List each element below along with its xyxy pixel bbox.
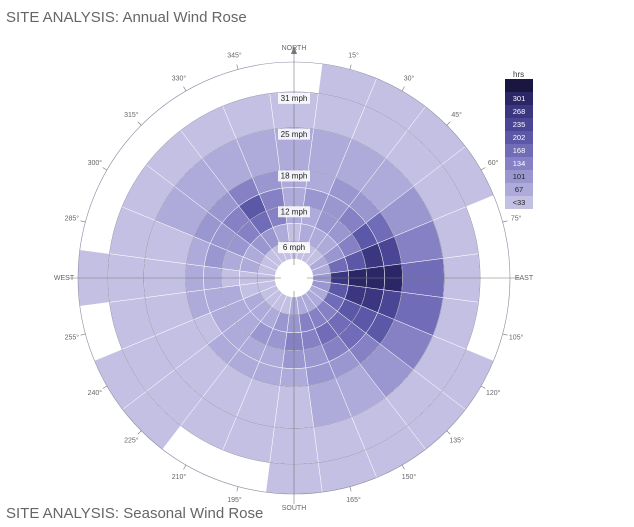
cardinal-label-south: SOUTH: [282, 505, 307, 512]
degree-label: 105°: [509, 333, 524, 341]
degree-label: 195°: [227, 496, 242, 504]
direction-tick: [137, 430, 142, 435]
direction-tick: [502, 220, 508, 223]
speed-label-bg: [278, 128, 310, 140]
degree-label: 345°: [227, 52, 242, 60]
legend: 301 268 235 202 168 134 101 67 <33: [505, 79, 533, 209]
degree-label: 285°: [65, 214, 80, 222]
direction-tick: [236, 64, 239, 70]
direction-tick: [401, 86, 405, 92]
direction-tick: [446, 121, 451, 126]
direction-tick: [349, 486, 352, 492]
legend-swatch: [505, 79, 533, 92]
speed-label-bg: [278, 206, 310, 218]
direction-tick: [102, 385, 108, 389]
degree-label: 15°: [348, 52, 359, 60]
direction-tick: [183, 464, 187, 470]
legend-swatch: 134: [505, 157, 533, 170]
direction-tick: [80, 220, 86, 223]
degree-label: 135°: [449, 436, 464, 444]
direction-tick: [183, 86, 187, 92]
speed-ring-label: 18 mph: [281, 172, 308, 181]
seasonal-section-title: SITE ANALYSIS: Seasonal Wind Rose: [6, 505, 264, 522]
degree-label: 240°: [88, 389, 103, 397]
legend-swatch: 67: [505, 183, 533, 196]
legend-swatch: <33: [505, 196, 533, 209]
speed-label-bg: [278, 92, 310, 104]
degree-label: 255°: [65, 333, 80, 341]
degree-label: 120°: [486, 389, 501, 397]
north-arrow-icon: [291, 46, 297, 54]
degree-label: 75°: [511, 214, 522, 222]
direction-tick: [502, 333, 508, 336]
cardinal-label-east: EAST: [515, 275, 534, 282]
speed-ring-label: 25 mph: [281, 130, 308, 139]
legend-swatch: 101: [505, 170, 533, 183]
legend-swatch: 202: [505, 131, 533, 144]
degree-label: 30°: [404, 75, 415, 83]
degree-label: 300°: [88, 159, 103, 167]
speed-ring-label: 12 mph: [281, 207, 308, 216]
direction-tick: [480, 167, 486, 171]
legend-swatch: 168: [505, 144, 533, 157]
legend-swatch: 268: [505, 105, 533, 118]
center-hole: [281, 265, 307, 291]
wind-rose-grid: [68, 46, 520, 504]
degree-label: 165°: [346, 496, 361, 504]
direction-tick: [102, 167, 108, 171]
direction-tick: [349, 64, 352, 70]
direction-tick: [446, 430, 451, 435]
direction-tick: [401, 464, 405, 470]
wind-rose-labels: 15° 30° 45° 60° 75° 105° 120° 135° 150° 165° 195° 2…: [54, 45, 534, 512]
degree-label: 60°: [488, 159, 499, 167]
legend-title: hrs: [513, 70, 525, 79]
degree-label: 315°: [124, 111, 139, 119]
speed-label-bg: [278, 170, 310, 182]
legend-swatch: 235: [505, 118, 533, 131]
speed-label-bg: [278, 242, 310, 254]
direction-tick: [236, 486, 239, 492]
degree-label: 330°: [172, 75, 187, 83]
degree-label: 210°: [172, 473, 187, 481]
wind-rose-sectors: [77, 63, 494, 495]
degree-label: 150°: [402, 473, 417, 481]
page-title: SITE ANALYSIS: Annual Wind Rose: [6, 9, 247, 26]
speed-ring-label: 6 mph: [283, 243, 305, 252]
direction-tick: [80, 333, 86, 336]
legend-swatch: 301: [505, 92, 533, 105]
cardinal-label-west: WEST: [54, 275, 75, 282]
degree-label: 45°: [451, 111, 462, 119]
speed-ring-label: 31 mph: [281, 94, 308, 103]
direction-tick: [480, 385, 486, 389]
direction-tick: [137, 121, 142, 126]
degree-label: 225°: [124, 436, 139, 444]
cardinal-label-north: NORTH: [282, 45, 307, 52]
